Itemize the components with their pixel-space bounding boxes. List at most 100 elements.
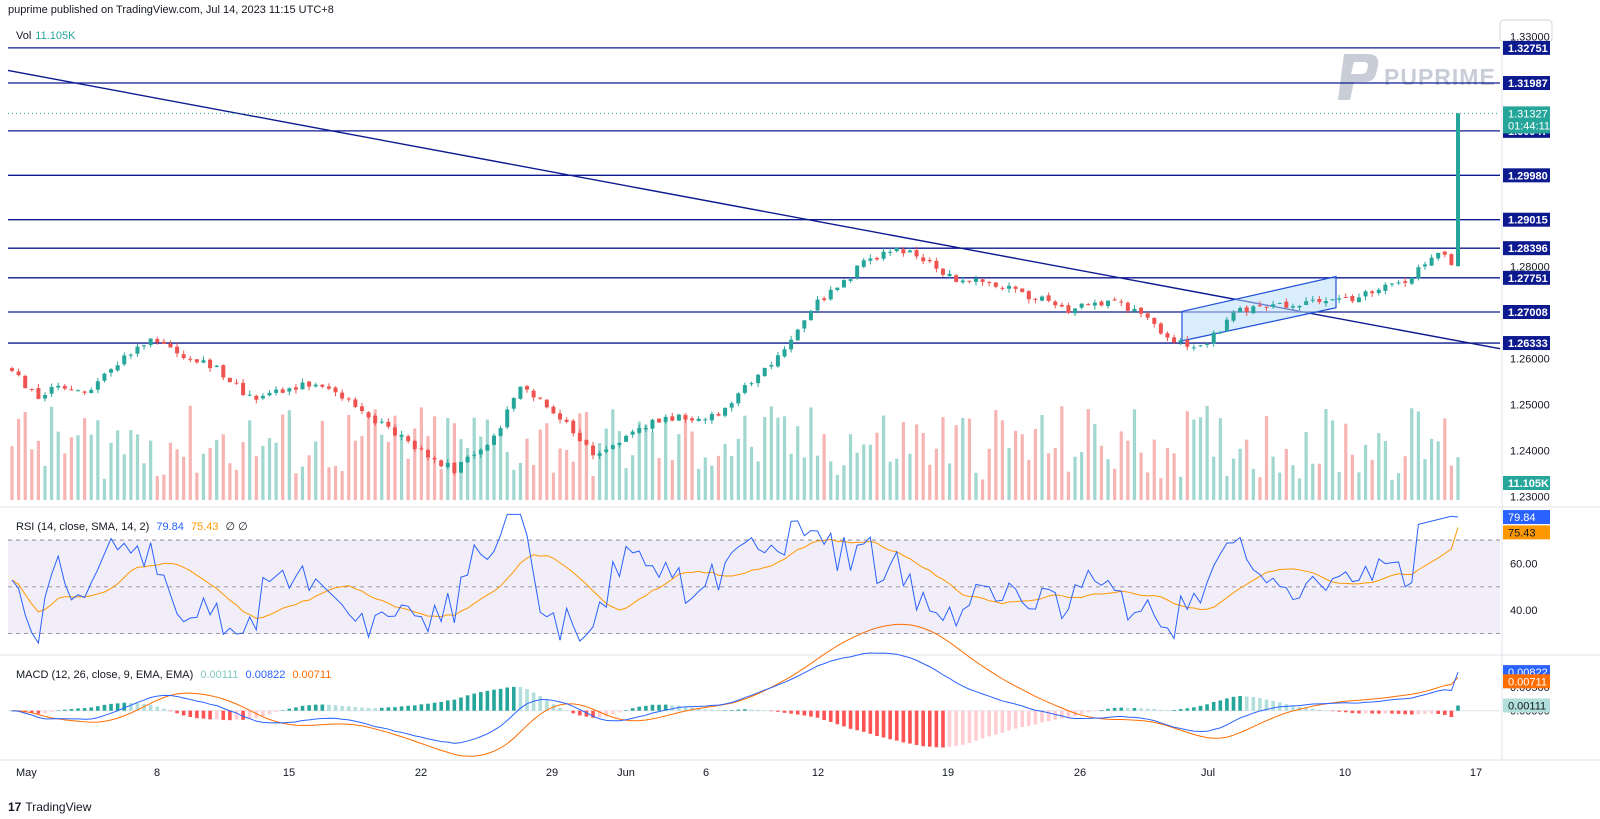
macd-histogram-bar xyxy=(756,709,760,711)
volume-bar xyxy=(914,424,919,500)
volume-bar xyxy=(624,468,628,500)
candle-body xyxy=(465,456,470,463)
macd-histogram-bar xyxy=(1007,710,1011,731)
volume-bar xyxy=(1357,472,1361,500)
candle-body xyxy=(1337,298,1342,300)
macd-histogram-bar xyxy=(1396,710,1401,714)
macd-histogram-bar xyxy=(584,710,589,717)
candle-body xyxy=(921,257,926,262)
candle-body xyxy=(122,355,127,365)
volume-bar xyxy=(30,449,34,500)
candle-body xyxy=(379,421,384,423)
tradingview-brand: TradingView xyxy=(25,800,92,814)
candle-body xyxy=(492,435,496,445)
volume-bar xyxy=(1000,420,1005,500)
volume-bar xyxy=(1165,447,1170,500)
tradingview-footer[interactable]: 17 TradingView xyxy=(8,800,91,814)
price-axis-tick: 1.33000 xyxy=(1510,31,1550,43)
volume-bar xyxy=(756,461,760,500)
candle-body xyxy=(326,386,331,389)
macd-histogram-bar xyxy=(181,710,186,716)
volume-bar xyxy=(1390,479,1394,500)
candle-body xyxy=(993,282,998,287)
candle-body xyxy=(10,368,14,371)
candle-body xyxy=(987,281,992,283)
candle-body xyxy=(419,448,424,450)
candle-body xyxy=(874,258,879,260)
macd-histogram-bar xyxy=(1225,698,1229,711)
chart-canvas[interactable]: 1.33000 1.28000 1.26000 1.25000 1.24000 1.230… xyxy=(0,0,1600,800)
volume-bar xyxy=(1218,418,1222,500)
macd-histogram-bar xyxy=(1165,709,1170,711)
candle-body xyxy=(148,338,153,346)
macd-histogram-bar xyxy=(82,708,87,711)
volume-bar xyxy=(1429,438,1434,500)
volume-bar xyxy=(1324,409,1328,500)
volume-bar xyxy=(987,448,991,500)
macd-histogram-bar xyxy=(921,710,925,747)
rsi-value-label: 79.84 xyxy=(1508,512,1536,524)
candle-body xyxy=(511,398,516,409)
candle-body xyxy=(142,345,147,347)
macd-histogram-bar xyxy=(465,695,470,711)
volume-legend-value: 11.105K xyxy=(35,30,76,42)
candle-body xyxy=(808,310,813,321)
volume-bar xyxy=(1073,456,1077,500)
macd-histogram-bar xyxy=(247,710,252,720)
volume-bar xyxy=(776,417,780,500)
price-axis-tick: 1.23000 xyxy=(1510,491,1550,503)
candle-body xyxy=(769,365,774,367)
rsi-ma-value-box xyxy=(1503,525,1550,540)
volume-bar xyxy=(802,457,806,500)
volume-bar xyxy=(228,463,232,500)
candle-body xyxy=(16,371,21,376)
candle-body xyxy=(1198,345,1203,347)
candle-body xyxy=(1073,308,1078,314)
candle-body xyxy=(221,365,226,378)
macd-histogram-bar xyxy=(934,710,939,748)
macd-histogram-bar xyxy=(782,710,787,713)
macd-histogram-bar xyxy=(974,710,978,741)
time-axis-tick: 6 xyxy=(703,767,709,779)
macd-histogram-bar xyxy=(1152,709,1157,711)
candle-body xyxy=(1323,300,1328,304)
macd-histogram-bar xyxy=(327,704,331,711)
candle-body xyxy=(1020,288,1025,293)
level-label-box xyxy=(1503,336,1550,351)
level-label-text: 1.31987 xyxy=(1508,78,1548,90)
volume-bar xyxy=(314,441,318,500)
volume-bar xyxy=(703,457,707,500)
volume-bar xyxy=(1383,441,1387,500)
candle-body xyxy=(1205,343,1210,345)
volume-bar xyxy=(300,466,305,500)
volume-bar xyxy=(1377,433,1381,500)
volume-bar xyxy=(664,416,668,500)
signal-value-box xyxy=(1503,674,1550,689)
macd-histogram-bar xyxy=(512,686,516,711)
macd-histogram-bar xyxy=(861,710,866,732)
candle-body xyxy=(828,289,833,300)
candle-body xyxy=(36,388,41,399)
macd-histogram-bar xyxy=(954,710,958,747)
candle-body xyxy=(1304,301,1309,306)
candle-body xyxy=(1449,254,1454,265)
volume-bar xyxy=(426,436,430,500)
candle-body xyxy=(1218,332,1223,334)
volume-bar xyxy=(657,458,661,500)
candle-body xyxy=(1264,306,1269,308)
volume-bar xyxy=(135,434,140,500)
candle-body xyxy=(69,389,74,391)
volume-bar xyxy=(782,416,787,500)
volume-bar xyxy=(23,411,27,500)
candle-body xyxy=(1456,113,1460,267)
volume-bar xyxy=(1060,406,1064,500)
volume-bar xyxy=(617,431,622,500)
macd-histogram-bar xyxy=(894,710,899,741)
candle-body xyxy=(340,392,345,399)
last-price-label-box xyxy=(1503,106,1550,134)
macd-histogram-bar xyxy=(776,710,780,712)
volume-bar xyxy=(1330,420,1335,500)
volume-bar xyxy=(63,453,67,500)
volume-bar xyxy=(1179,476,1183,500)
macd-histogram-bar xyxy=(1251,697,1256,711)
